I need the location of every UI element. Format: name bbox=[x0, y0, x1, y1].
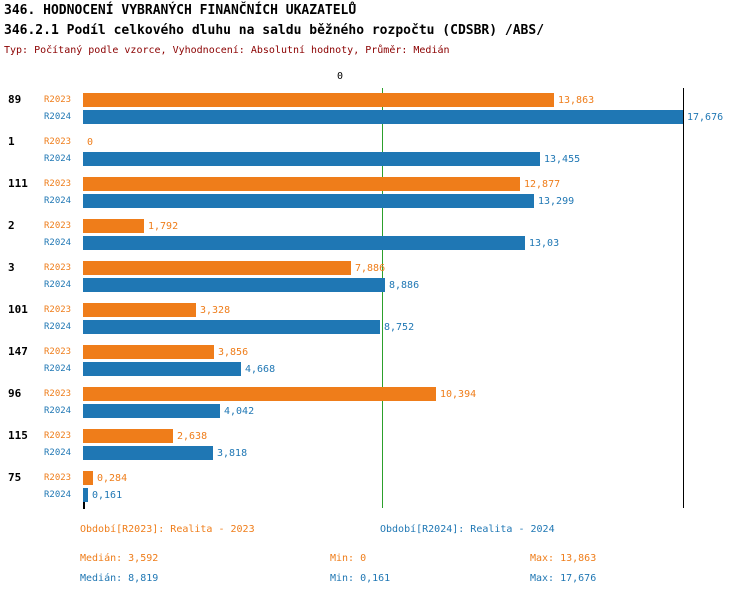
bar-r2023 bbox=[83, 429, 173, 443]
stat-median-r2023: Medián: 3,592 bbox=[80, 553, 159, 564]
bar-group-111: 111 R2023 12,877 R2024 13,299 bbox=[0, 177, 750, 209]
value-label-r2023: 1,792 bbox=[148, 221, 179, 232]
bar-r2024 bbox=[83, 110, 683, 124]
horizontal-bar-chart: 0 89 R2023 13,863 R2024 17,676 1 R2023 0 R2024 13… bbox=[0, 71, 750, 509]
category-label: 75 bbox=[8, 471, 22, 484]
series-label-r2023: R2023 bbox=[44, 95, 72, 105]
right-axis-line bbox=[683, 88, 684, 508]
series-label-r2023: R2023 bbox=[44, 137, 72, 147]
page-title: 346. HODNOCENÍ VYBRANÝCH FINANČNÍCH UKAZ… bbox=[4, 3, 357, 18]
bar-r2024 bbox=[83, 320, 380, 334]
stat-min-r2023: Min: 0 bbox=[330, 553, 367, 564]
bar-r2024 bbox=[83, 488, 88, 502]
stat-max-r2023: Max: 13,863 bbox=[530, 553, 597, 564]
legend-r2024: Období[R2024]: Realita - 2024 bbox=[380, 524, 555, 535]
category-label: 115 bbox=[8, 429, 28, 442]
indicator-subtitle: 346.2.1 Podíl celkového dluhu na saldu b… bbox=[4, 23, 545, 38]
bar-r2023 bbox=[83, 345, 214, 359]
left-axis-bottom-tick bbox=[83, 501, 85, 509]
series-label-r2023: R2023 bbox=[44, 347, 72, 357]
value-label-r2023: 0 bbox=[87, 137, 94, 148]
stat-max-r2024: Max: 17,676 bbox=[530, 573, 597, 584]
bar-group-101: 101 R2023 3,328 R2024 8,752 bbox=[0, 303, 750, 335]
series-label-r2024: R2024 bbox=[44, 112, 72, 122]
bar-r2023 bbox=[83, 303, 196, 317]
value-label-r2023: 3,856 bbox=[218, 347, 249, 358]
value-label-r2024: 3,818 bbox=[217, 448, 248, 459]
value-label-r2023: 10,394 bbox=[440, 389, 477, 400]
series-label-r2023: R2023 bbox=[44, 473, 72, 483]
bar-r2024 bbox=[83, 446, 213, 460]
value-label-r2024: 13,299 bbox=[538, 196, 575, 207]
bar-r2023 bbox=[83, 219, 144, 233]
value-label-r2023: 12,877 bbox=[524, 179, 561, 190]
series-label-r2024: R2024 bbox=[44, 448, 72, 458]
series-label-r2023: R2023 bbox=[44, 431, 72, 441]
stat-median-r2024: Medián: 8,819 bbox=[80, 573, 159, 584]
median-reference-line bbox=[382, 88, 383, 508]
series-label-r2023: R2023 bbox=[44, 179, 72, 189]
value-label-r2024: 8,886 bbox=[389, 280, 420, 291]
category-label: 2 bbox=[8, 219, 15, 232]
category-label: 89 bbox=[8, 93, 22, 106]
series-label-r2024: R2024 bbox=[44, 238, 72, 248]
bar-group-89: 89 R2023 13,863 R2024 17,676 bbox=[0, 93, 750, 125]
value-label-r2024: 4,042 bbox=[224, 406, 255, 417]
bar-r2023 bbox=[83, 387, 436, 401]
series-label-r2023: R2023 bbox=[44, 389, 72, 399]
value-label-r2024: 0,161 bbox=[92, 490, 123, 501]
bar-r2024 bbox=[83, 362, 241, 376]
bar-group-1: 1 R2023 0 R2024 13,455 bbox=[0, 135, 750, 167]
series-label-r2024: R2024 bbox=[44, 196, 72, 206]
value-label-r2024: 17,676 bbox=[687, 112, 724, 123]
value-label-r2023: 0,284 bbox=[97, 473, 128, 484]
bar-r2024 bbox=[83, 236, 525, 250]
bar-group-96: 96 R2023 10,394 R2024 4,042 bbox=[0, 387, 750, 419]
legend-r2023: Období[R2023]: Realita - 2023 bbox=[80, 524, 255, 535]
bar-group-3: 3 R2023 7,886 R2024 8,886 bbox=[0, 261, 750, 293]
series-label-r2024: R2024 bbox=[44, 490, 72, 500]
bar-r2023 bbox=[83, 177, 520, 191]
category-label: 3 bbox=[8, 261, 15, 274]
series-label-r2024: R2024 bbox=[44, 280, 72, 290]
bar-r2024 bbox=[83, 152, 540, 166]
value-label-r2024: 13,455 bbox=[544, 154, 581, 165]
value-label-r2023: 2,638 bbox=[177, 431, 208, 442]
series-label-r2024: R2024 bbox=[44, 154, 72, 164]
stat-min-r2024: Min: 0,161 bbox=[330, 573, 391, 584]
series-label-r2024: R2024 bbox=[44, 406, 72, 416]
category-label: 101 bbox=[8, 303, 28, 316]
bar-r2023 bbox=[83, 471, 93, 485]
series-label-r2023: R2023 bbox=[44, 263, 72, 273]
bar-group-75: 75 R2023 0,284 R2024 0,161 bbox=[0, 471, 750, 503]
series-label-r2024: R2024 bbox=[44, 364, 72, 374]
category-label: 96 bbox=[8, 387, 22, 400]
value-label-r2024: 8,752 bbox=[384, 322, 415, 333]
category-label: 147 bbox=[8, 345, 28, 358]
value-label-r2023: 13,863 bbox=[558, 95, 595, 106]
series-label-r2023: R2023 bbox=[44, 305, 72, 315]
value-label-r2023: 7,886 bbox=[355, 263, 386, 274]
value-label-r2023: 3,328 bbox=[200, 305, 231, 316]
category-label: 1 bbox=[8, 135, 15, 148]
bar-r2024 bbox=[83, 404, 220, 418]
series-label-r2024: R2024 bbox=[44, 322, 72, 332]
category-label: 111 bbox=[8, 177, 28, 190]
bar-group-115: 115 R2023 2,638 R2024 3,818 bbox=[0, 429, 750, 461]
bar-r2024 bbox=[83, 278, 385, 292]
series-label-r2023: R2023 bbox=[44, 221, 72, 231]
bar-r2023 bbox=[83, 93, 554, 107]
value-label-r2024: 13,03 bbox=[529, 238, 560, 249]
bar-group-147: 147 R2023 3,856 R2024 4,668 bbox=[0, 345, 750, 377]
bar-group-2: 2 R2023 1,792 R2024 13,03 bbox=[0, 219, 750, 251]
indicator-meta: Typ: Počítaný podle vzorce, Vyhodnocení:… bbox=[4, 45, 450, 56]
bar-r2024 bbox=[83, 194, 534, 208]
bar-r2023 bbox=[83, 261, 351, 275]
axis-top-tick-label: 0 bbox=[336, 71, 344, 82]
value-label-r2024: 4,668 bbox=[245, 364, 276, 375]
